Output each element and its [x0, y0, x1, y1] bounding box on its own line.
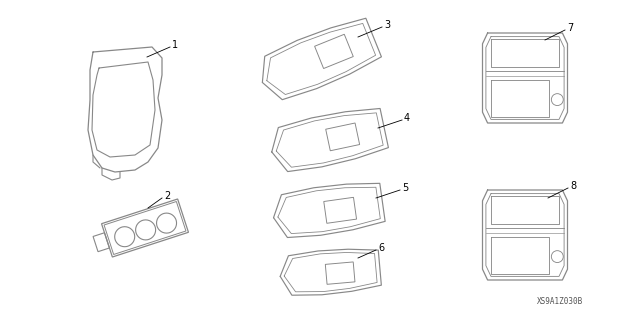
Text: 6: 6	[378, 243, 384, 253]
Text: 2: 2	[164, 191, 170, 201]
Bar	[326, 123, 360, 151]
Text: 5: 5	[402, 183, 408, 193]
Text: 3: 3	[384, 20, 390, 30]
Text: 1: 1	[172, 40, 178, 50]
Bar	[315, 34, 353, 69]
Bar	[325, 262, 355, 284]
Text: 4: 4	[404, 113, 410, 123]
Text: 8: 8	[570, 181, 576, 191]
Bar	[324, 197, 356, 223]
Text: 7: 7	[567, 23, 573, 33]
Text: XS9A1Z030B: XS9A1Z030B	[537, 298, 583, 307]
